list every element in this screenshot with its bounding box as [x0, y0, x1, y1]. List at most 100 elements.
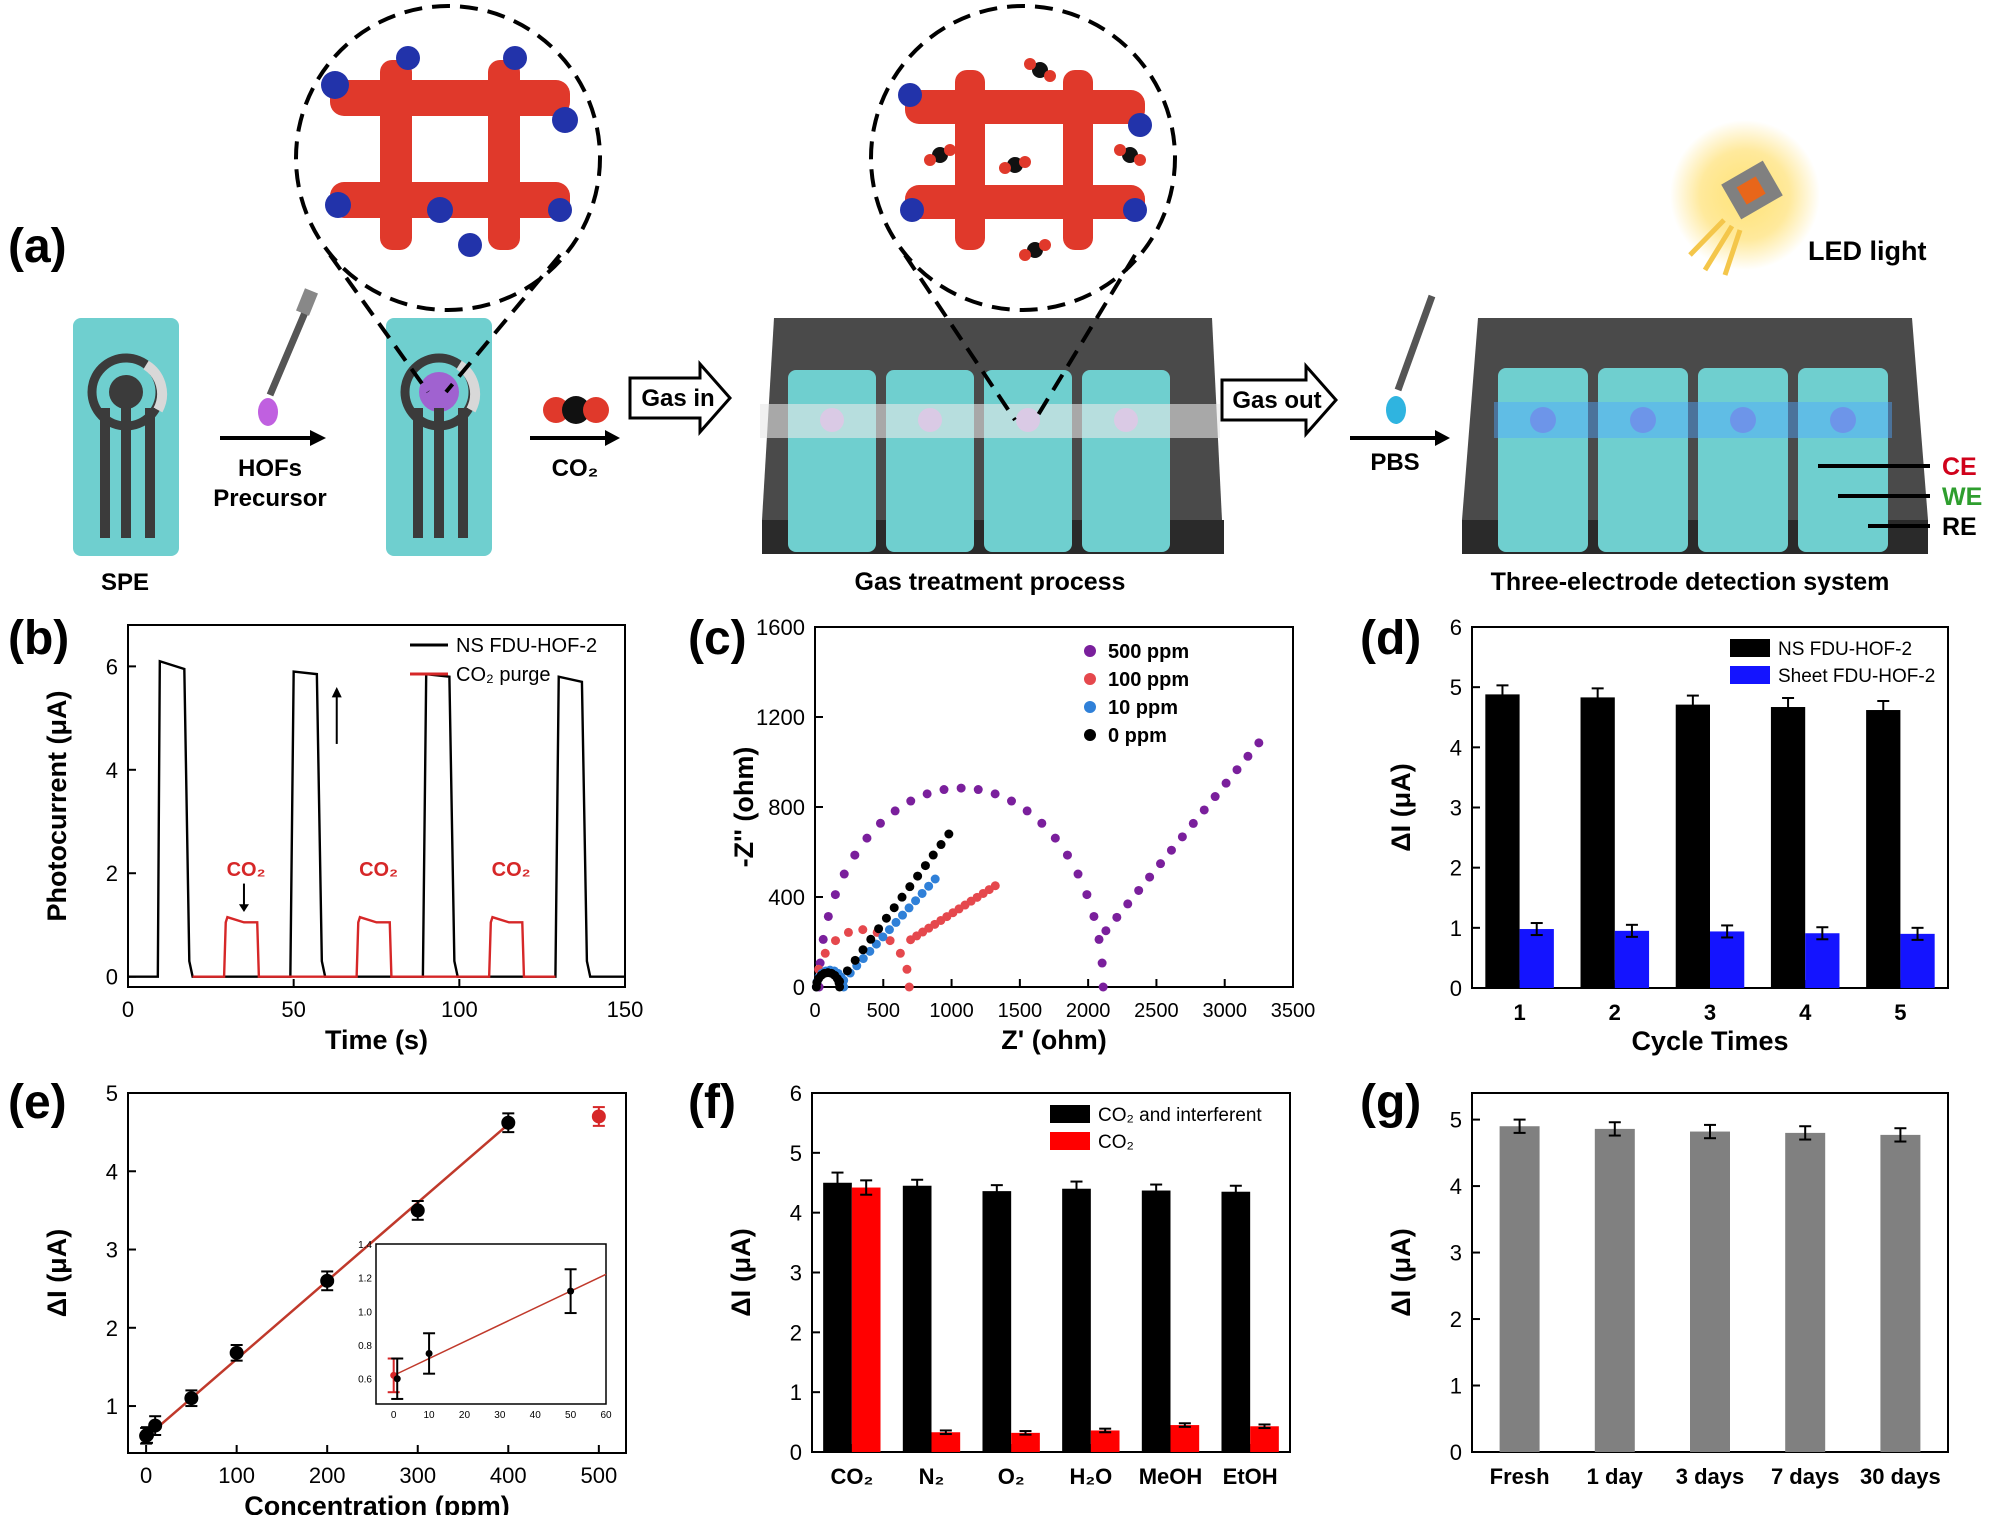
bar-d-1: [1519, 929, 1554, 988]
data-point-c-0: [1134, 885, 1144, 895]
data-point-c-0: [1243, 751, 1253, 761]
gas-treatment-chamber: [760, 318, 1224, 554]
y-tick-label-g: 3: [1450, 1241, 1462, 1266]
inset-x-tick-e: 20: [459, 1410, 471, 1421]
data-point-c-0: [973, 785, 983, 795]
data-point-c-0: [1145, 872, 1155, 882]
bar-g-0: [1499, 1126, 1540, 1452]
legend-label-d: Sheet FDU-HOF-2: [1778, 666, 1935, 687]
inset-x-tick-e: 50: [565, 1410, 577, 1421]
data-point-c-0: [1254, 738, 1264, 748]
bar-g-0: [1880, 1134, 1921, 1452]
led-light-icon: [1688, 160, 1783, 276]
x-tick-label-e: 500: [580, 1463, 617, 1488]
inset-x-tick-e: 60: [600, 1410, 612, 1421]
data-point-c-3: [889, 903, 899, 913]
panel-label-c: (c): [688, 612, 747, 665]
panel-label-f: (f): [688, 1076, 736, 1129]
data-point-c-1: [843, 927, 853, 937]
category-label-d: 3: [1704, 1000, 1716, 1025]
data-point-c-0: [1089, 911, 1099, 921]
category-label-d: 5: [1894, 1000, 1906, 1025]
data-point-c-1: [902, 964, 912, 974]
co2-annotation-b: CO₂: [359, 859, 398, 881]
spe-label: SPE: [101, 569, 149, 596]
bar-d-0: [1485, 694, 1520, 988]
y-tick-label-d: 3: [1450, 796, 1462, 821]
legend-label-c: 100 ppm: [1108, 669, 1189, 691]
bar-d-0: [1675, 704, 1710, 988]
bar-f-0: [902, 1185, 932, 1452]
data-point-c-3: [866, 934, 876, 944]
y-tick-label-e: 2: [106, 1316, 118, 1341]
inset-x-tick-e: 10: [424, 1410, 436, 1421]
data-point-c-0: [1073, 869, 1083, 879]
bar-f-0: [1221, 1191, 1251, 1452]
data-point-e-0: [140, 1428, 155, 1442]
bar-d-0: [1580, 697, 1615, 988]
data-point-c-3: [897, 892, 907, 902]
bar-f-0: [982, 1191, 1012, 1452]
y-axis-label-f: ΔI (μA): [726, 1228, 756, 1316]
legend-marker-c: [1084, 673, 1096, 685]
data-point-c-1: [990, 881, 1000, 891]
spe-electrode: [73, 318, 179, 556]
data-point-c-0: [830, 890, 840, 900]
y-tick-label-f: 2: [790, 1320, 802, 1345]
data-point-c-3: [936, 840, 946, 850]
data-point-c-3: [850, 955, 860, 965]
data-point-c-2: [917, 888, 927, 898]
data-point-e-0: [410, 1203, 425, 1218]
x-tick-label-b: 0: [122, 997, 134, 1022]
bar-f-1: [1170, 1425, 1200, 1452]
x-tick-label-c: 0: [809, 1000, 820, 1022]
category-label-f: O₂: [998, 1464, 1025, 1489]
data-point-e-0: [148, 1418, 163, 1433]
we-label: WE: [1942, 483, 1982, 511]
x-tick-label-c: 3500: [1271, 1000, 1316, 1022]
data-point-c-0: [1101, 926, 1111, 936]
x-tick-label-b: 100: [441, 997, 478, 1022]
y-tick-label-d: 4: [1450, 735, 1462, 760]
y-tick-label-c: 1200: [756, 705, 805, 730]
bar-f-1: [1250, 1426, 1279, 1452]
inset-y-tick-e: 1.4: [358, 1240, 372, 1251]
category-label-f: CO₂: [830, 1464, 873, 1489]
pbs-pipette-icon: [1386, 294, 1436, 424]
data-point-c-2: [898, 910, 908, 920]
bar-d-1: [1614, 930, 1650, 988]
data-point-e-0: [501, 1115, 516, 1130]
bar-d-1: [1900, 933, 1935, 988]
y-tick-label-b: 0: [106, 965, 118, 990]
data-point-c-0: [823, 911, 833, 921]
co2-annotation-b: CO₂: [492, 859, 531, 881]
y-tick-label-g: 0: [1450, 1440, 1462, 1465]
category-label-g: 3 days: [1676, 1464, 1745, 1489]
data-point-e-0: [184, 1391, 199, 1406]
legend-label-c: 0 ppm: [1108, 725, 1167, 747]
data-point-c-0: [922, 789, 932, 799]
x-axis-label-d: Cycle Times: [1631, 1026, 1788, 1056]
data-point-c-2: [884, 925, 894, 935]
three-electrode-label: Three-electrode detection system: [1491, 568, 1890, 596]
data-point-c-2: [865, 946, 875, 956]
hof-framework-image: [321, 46, 578, 257]
co2-arrow-label: CO₂: [552, 455, 599, 482]
y-tick-label-c: 1600: [756, 615, 805, 640]
legend-marker-c: [1084, 645, 1096, 657]
data-point-c-0: [818, 934, 828, 944]
category-label-g: 30 days: [1860, 1464, 1941, 1489]
data-point-c-3: [920, 861, 930, 871]
y-tick-label-f: 4: [790, 1201, 802, 1226]
inset-frame-e: [375, 1243, 607, 1405]
re-label: RE: [1942, 513, 1977, 541]
ce-label: CE: [1942, 453, 1977, 481]
gas-in-arrow: [628, 360, 733, 436]
data-point-c-1: [820, 948, 830, 958]
category-label-g: Fresh: [1490, 1464, 1550, 1489]
data-point-c-0: [875, 818, 885, 828]
y-tick-label-b: 4: [106, 758, 118, 783]
category-label-f: MeOH: [1139, 1464, 1203, 1489]
y-tick-label-e: 1: [106, 1394, 118, 1419]
